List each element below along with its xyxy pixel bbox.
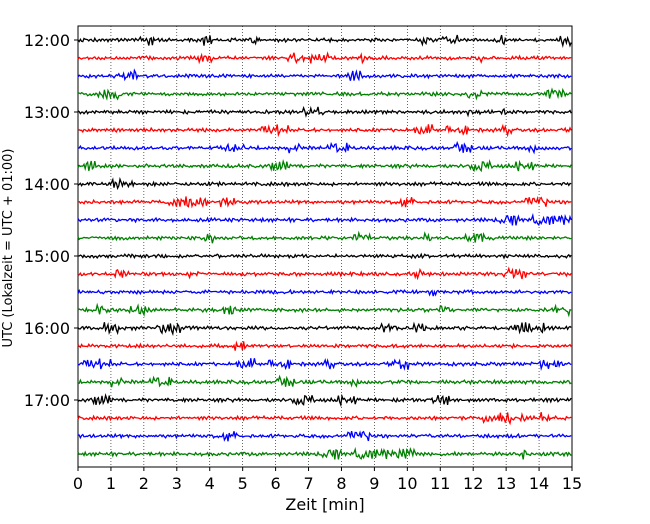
trace-line (77, 374, 572, 388)
x-tick-label: 6 (271, 474, 281, 493)
y-tick-label: 17:00 (24, 391, 70, 410)
trace-line (77, 411, 572, 426)
y-tick-label: 12:00 (24, 31, 70, 50)
y-tick-label: 15:00 (24, 247, 70, 266)
trace-line (77, 392, 572, 408)
trace-line (77, 34, 572, 48)
x-axis-ticks: 0 1 2 3 4 5 6 7 8 9 10 11 12 13 14 15 (73, 467, 582, 493)
trace-line (77, 340, 572, 351)
x-tick-label: 14 (529, 474, 549, 493)
x-tick-label: 10 (397, 474, 417, 493)
x-tick-label: 3 (172, 474, 182, 493)
trace-line (77, 68, 572, 82)
y-axis-label: UTC (Lokalzeit = UTC + 01:00) (1, 149, 16, 348)
x-tick-label: 9 (369, 474, 379, 493)
x-tick-label: 0 (73, 474, 83, 493)
x-axis-label: Zeit [min] (285, 495, 364, 514)
x-tick-label: 2 (139, 474, 149, 493)
trace-line (77, 176, 572, 191)
trace-line (77, 105, 572, 118)
x-tick-label: 11 (430, 474, 450, 493)
trace-line (77, 358, 572, 371)
trace-line (77, 446, 572, 460)
trace-line (77, 123, 572, 138)
trace-line (77, 87, 572, 101)
trace-line (77, 302, 572, 318)
trace-line (77, 252, 572, 260)
x-tick-label: 4 (205, 474, 215, 493)
plot-frame (77, 25, 573, 468)
x-tick-label: 1 (106, 474, 116, 493)
trace-line (77, 266, 572, 281)
x-tick-label: 8 (336, 474, 346, 493)
x-tick-label: 5 (238, 474, 248, 493)
trace-line (78, 195, 572, 209)
trace-line (77, 212, 572, 227)
y-tick-label: 14:00 (24, 175, 70, 194)
trace-line (77, 288, 572, 297)
trace-line (77, 321, 572, 337)
y-axis-ticks: 12:00 13:00 14:00 15:00 16:00 17:00 (24, 31, 78, 410)
trace-line (77, 430, 572, 442)
traces (77, 34, 572, 460)
x-tick-label: 15 (562, 474, 582, 493)
trace-line (77, 140, 572, 155)
trace-line (77, 158, 572, 173)
x-tick-label: 13 (496, 474, 516, 493)
y-tick-label: 16:00 (24, 319, 70, 338)
y-tick-label: 13:00 (24, 103, 70, 122)
trace-line (77, 51, 572, 65)
x-tick-label: 7 (303, 474, 313, 493)
x-tick-label: 12 (463, 474, 483, 493)
trace-line (77, 230, 572, 244)
